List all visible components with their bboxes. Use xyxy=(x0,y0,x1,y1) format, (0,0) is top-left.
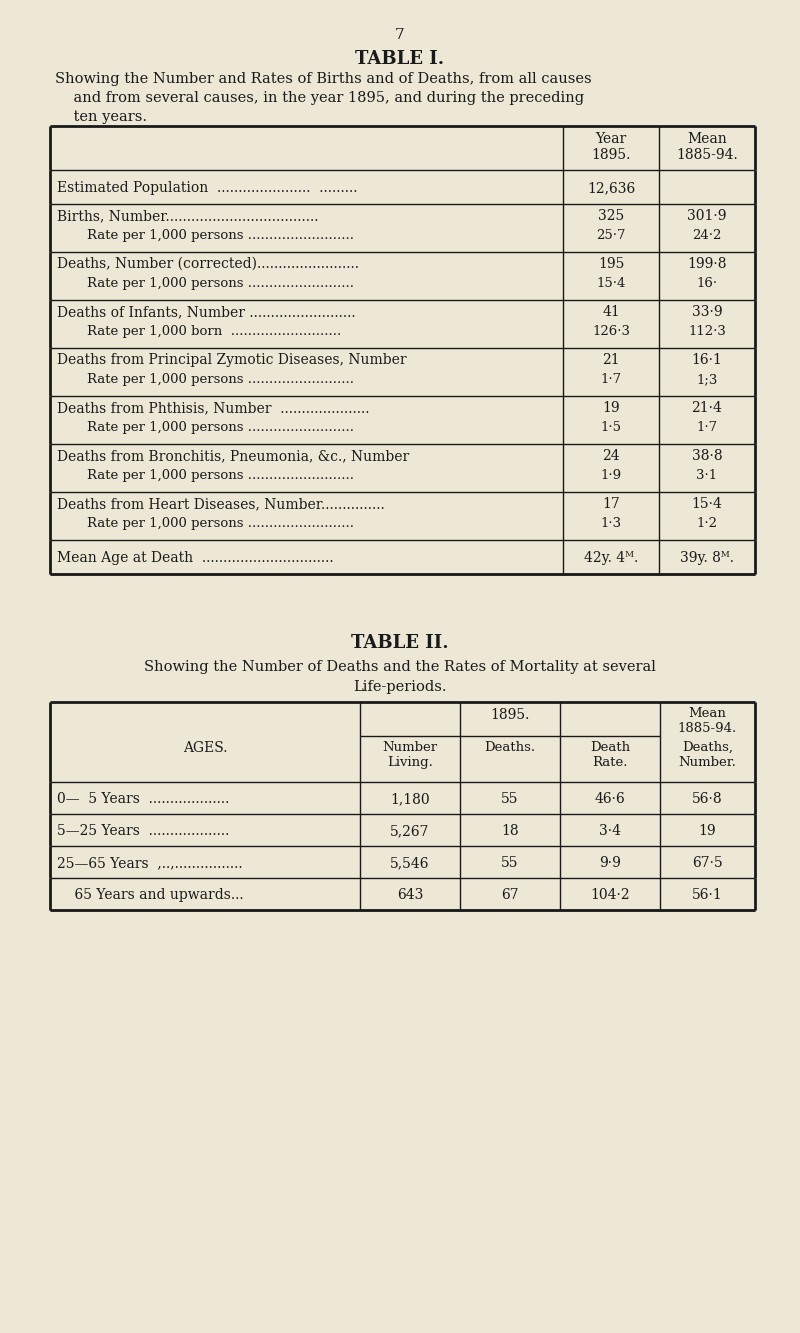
Text: 21: 21 xyxy=(602,353,620,367)
Text: 1·3: 1·3 xyxy=(601,517,622,531)
Text: 1·2: 1·2 xyxy=(697,517,718,531)
Text: 39y. 8ᴹ.: 39y. 8ᴹ. xyxy=(680,551,734,565)
Text: 199·8: 199·8 xyxy=(687,257,726,271)
Text: Rate per 1,000 persons .........................: Rate per 1,000 persons .................… xyxy=(70,229,354,243)
Text: 195: 195 xyxy=(598,257,624,271)
Text: 9·9: 9·9 xyxy=(599,856,621,870)
Text: Death
Rate.: Death Rate. xyxy=(590,741,630,769)
Text: 67·5: 67·5 xyxy=(692,856,723,870)
Text: 21·4: 21·4 xyxy=(691,401,722,415)
Text: 19: 19 xyxy=(698,824,716,838)
Text: Year
1895.: Year 1895. xyxy=(591,132,630,163)
Text: 24: 24 xyxy=(602,449,620,463)
Text: Rate per 1,000 persons .........................: Rate per 1,000 persons .................… xyxy=(70,277,354,291)
Text: 17: 17 xyxy=(602,497,620,511)
Text: AGES.: AGES. xyxy=(182,741,227,754)
Text: 325: 325 xyxy=(598,209,624,223)
Text: 3·1: 3·1 xyxy=(697,469,718,483)
Text: 5—25 Years  ...................: 5—25 Years ................... xyxy=(57,824,230,838)
Text: 18: 18 xyxy=(501,824,519,838)
Text: 112·3: 112·3 xyxy=(688,325,726,339)
Text: 55: 55 xyxy=(502,856,518,870)
Text: Mean Age at Death  ...............................: Mean Age at Death ......................… xyxy=(57,551,334,565)
Text: 41: 41 xyxy=(602,305,620,319)
Text: Rate per 1,000 persons .........................: Rate per 1,000 persons .................… xyxy=(70,373,354,387)
Text: 104·2: 104·2 xyxy=(590,888,630,902)
Text: 0—  5 Years  ...................: 0— 5 Years ................... xyxy=(57,792,230,806)
Text: Deaths from Heart Diseases, Number...............: Deaths from Heart Diseases, Number......… xyxy=(57,497,385,511)
Text: Deaths of Infants, Number .........................: Deaths of Infants, Number ..............… xyxy=(57,305,356,319)
Text: 12,636: 12,636 xyxy=(587,181,635,195)
Text: 33·9: 33·9 xyxy=(692,305,722,319)
Text: Deaths.: Deaths. xyxy=(485,741,535,754)
Text: 16·: 16· xyxy=(697,277,718,291)
Text: Mean
1885-94.: Mean 1885-94. xyxy=(676,132,738,163)
Text: Mean
1885-94.: Mean 1885-94. xyxy=(678,706,737,734)
Text: Deaths from Principal Zymotic Diseases, Number: Deaths from Principal Zymotic Diseases, … xyxy=(57,353,406,367)
Text: 7: 7 xyxy=(395,28,405,43)
Text: Rate per 1,000 persons .........................: Rate per 1,000 persons .................… xyxy=(70,421,354,435)
Text: 67: 67 xyxy=(501,888,519,902)
Text: 1·5: 1·5 xyxy=(601,421,622,435)
Text: Estimated Population  ......................  .........: Estimated Population ...................… xyxy=(57,181,358,195)
Text: 301·9: 301·9 xyxy=(687,209,726,223)
Text: Rate per 1,000 born  ..........................: Rate per 1,000 born ....................… xyxy=(70,325,342,339)
Text: Deaths,
Number.: Deaths, Number. xyxy=(678,741,737,769)
Text: 15·4: 15·4 xyxy=(596,277,626,291)
Text: Rate per 1,000 persons .........................: Rate per 1,000 persons .................… xyxy=(70,469,354,483)
Text: 16·1: 16·1 xyxy=(691,353,722,367)
Text: TABLE I.: TABLE I. xyxy=(355,51,445,68)
Text: Births, Number....................................: Births, Number..........................… xyxy=(57,209,318,223)
Text: 46·6: 46·6 xyxy=(594,792,626,806)
Text: 1;3: 1;3 xyxy=(696,373,718,387)
Text: Life-periods.: Life-periods. xyxy=(354,680,446,694)
Text: 56·8: 56·8 xyxy=(692,792,723,806)
Text: Showing the Number of Deaths and the Rates of Mortality at several: Showing the Number of Deaths and the Rat… xyxy=(144,660,656,674)
Text: Showing the Number and Rates of Births and of Deaths, from all causes: Showing the Number and Rates of Births a… xyxy=(55,72,592,87)
Text: 15·4: 15·4 xyxy=(691,497,722,511)
Text: 643: 643 xyxy=(397,888,423,902)
Text: Deaths from Phthisis, Number  .....................: Deaths from Phthisis, Number ...........… xyxy=(57,401,370,415)
Text: ten years.: ten years. xyxy=(55,111,147,124)
Text: 1·7: 1·7 xyxy=(601,373,622,387)
Text: 1·7: 1·7 xyxy=(697,421,718,435)
Text: 19: 19 xyxy=(602,401,620,415)
Text: and from several causes, in the year 1895, and during the preceding: and from several causes, in the year 189… xyxy=(55,91,584,105)
Text: 65 Years and upwards...: 65 Years and upwards... xyxy=(57,888,244,902)
Text: 24·2: 24·2 xyxy=(692,229,722,243)
Text: Number
Living.: Number Living. xyxy=(382,741,438,769)
Text: 126·3: 126·3 xyxy=(592,325,630,339)
Text: Deaths, Number (corrected)........................: Deaths, Number (corrected)..............… xyxy=(57,257,359,271)
Text: 1,180: 1,180 xyxy=(390,792,430,806)
Text: Rate per 1,000 persons .........................: Rate per 1,000 persons .................… xyxy=(70,517,354,531)
Text: 5,267: 5,267 xyxy=(390,824,430,838)
Text: 1895.: 1895. xyxy=(490,708,530,722)
Text: TABLE II.: TABLE II. xyxy=(351,635,449,652)
Text: 25—65 Years  ,..,................: 25—65 Years ,..,................ xyxy=(57,856,242,870)
Text: 38·8: 38·8 xyxy=(692,449,722,463)
Text: 55: 55 xyxy=(502,792,518,806)
Text: Deaths from Bronchitis, Pneumonia, &c., Number: Deaths from Bronchitis, Pneumonia, &c., … xyxy=(57,449,410,463)
Text: 5,546: 5,546 xyxy=(390,856,430,870)
Text: 3·4: 3·4 xyxy=(599,824,621,838)
Text: 42y. 4ᴹ.: 42y. 4ᴹ. xyxy=(584,551,638,565)
Text: 56·1: 56·1 xyxy=(692,888,723,902)
Text: 25·7: 25·7 xyxy=(596,229,626,243)
Text: 1·9: 1·9 xyxy=(601,469,622,483)
